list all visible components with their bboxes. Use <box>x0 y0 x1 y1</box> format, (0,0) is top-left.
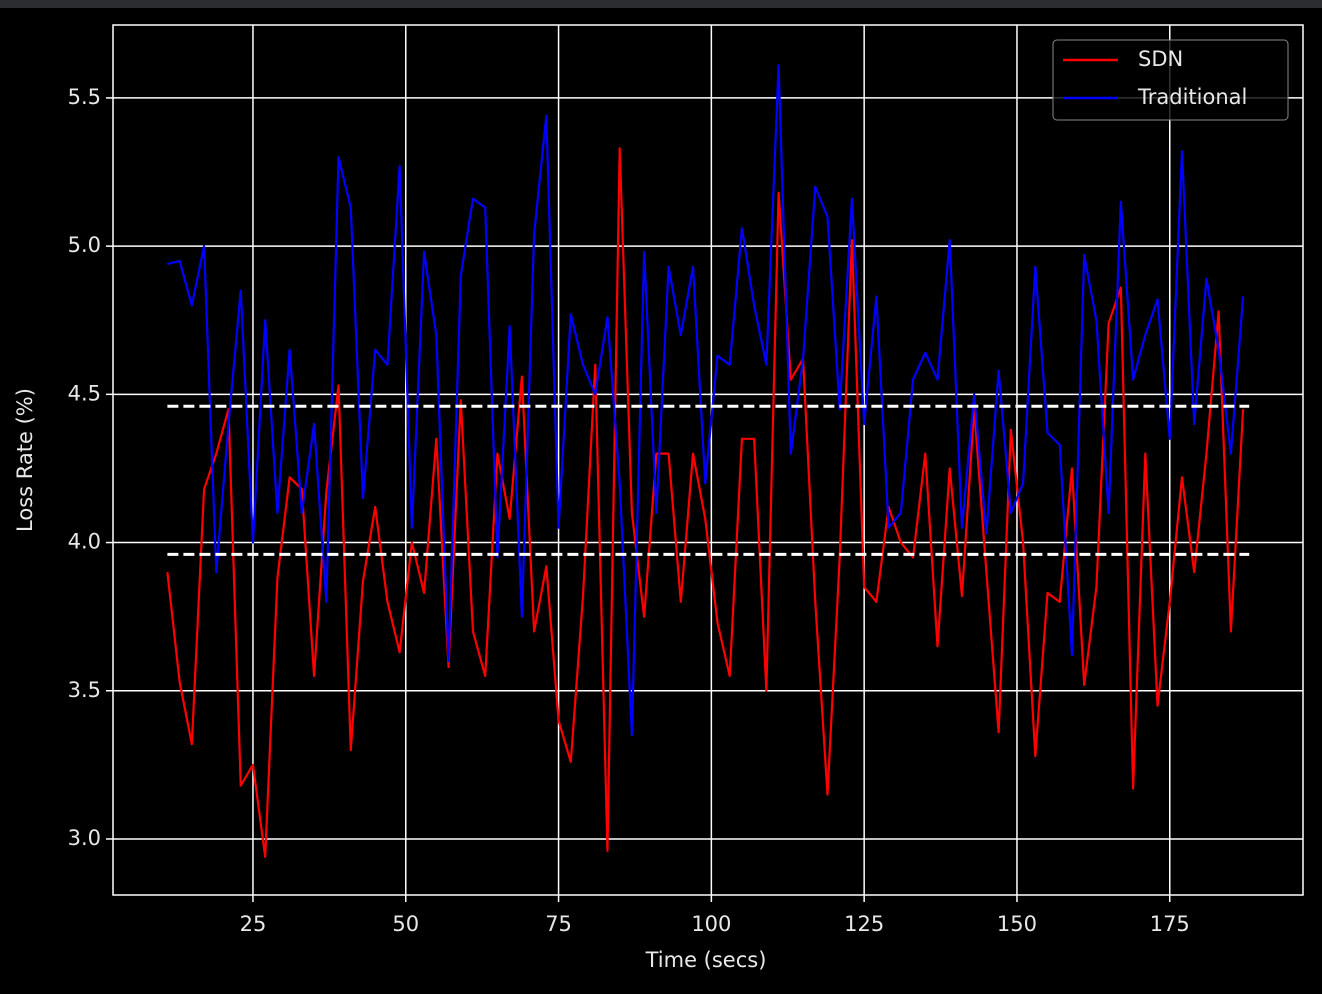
y-tick-label: 3.5 <box>68 678 101 702</box>
legend-label: Traditional <box>1137 85 1247 109</box>
y-tick-label: 5.0 <box>68 233 101 257</box>
series-line <box>167 64 1245 737</box>
y-tick-label: 5.5 <box>68 85 101 109</box>
x-tick-label: 25 <box>240 912 267 936</box>
x-tick-label: 175 <box>1150 912 1190 936</box>
y-tick-label: 4.0 <box>68 530 101 554</box>
y-tick-label: 4.5 <box>68 381 101 405</box>
x-tick-label: 125 <box>844 912 884 936</box>
series-line <box>166 147 1245 858</box>
top-bar <box>0 0 1322 8</box>
x-tick-label: 50 <box>392 912 419 936</box>
plot-frame <box>112 24 1304 896</box>
x-tick-label: 150 <box>997 912 1037 936</box>
legend-label: SDN <box>1138 47 1183 71</box>
legend: SDN Traditional <box>1052 39 1289 121</box>
y-axis-label: Loss Rate (%) <box>13 388 37 532</box>
x-tick-label: 75 <box>545 912 572 936</box>
y-tick-label: 3.0 <box>68 826 101 850</box>
x-tick-label: 100 <box>691 912 731 936</box>
x-axis-label: Time (secs) <box>645 948 767 972</box>
